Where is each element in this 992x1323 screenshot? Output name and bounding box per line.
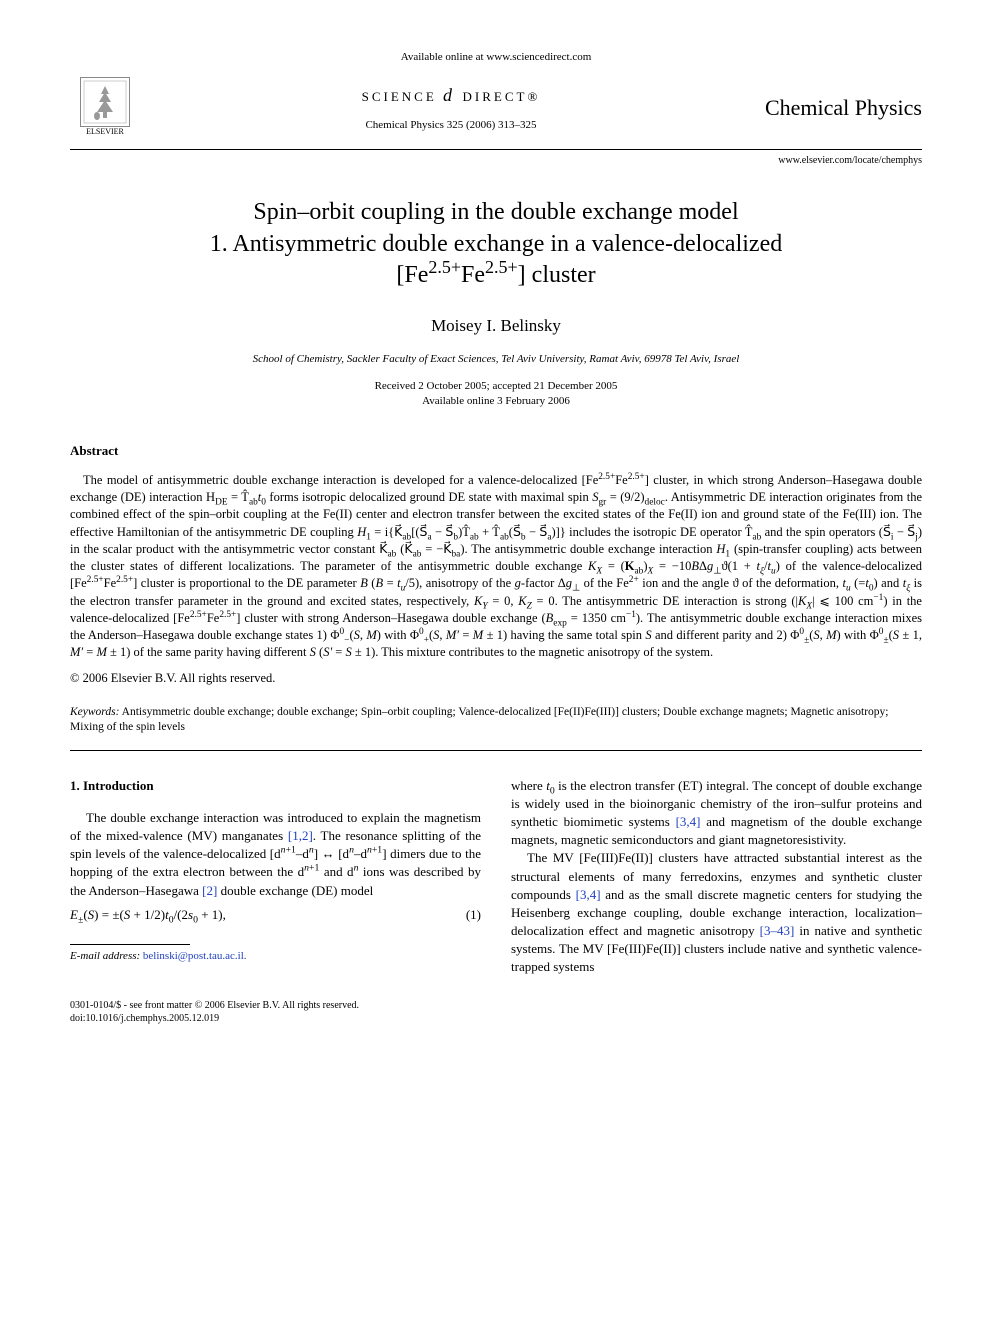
author-affiliation: School of Chemistry, Sackler Faculty of … [70, 352, 922, 367]
footer-line-2: doi:10.1016/j.chemphys.2005.12.019 [70, 1012, 922, 1025]
elsevier-tree-icon [80, 77, 130, 127]
ref-link[interactable]: [2] [202, 883, 217, 898]
intro-para-2: where t0 is the electron transfer (ET) i… [511, 777, 922, 850]
equation-1: E±(S) = ±(S + 1/2)t0/(2s0 + 1), (1) [70, 906, 481, 924]
equation-1-number: (1) [466, 906, 481, 924]
section-divider [70, 750, 922, 751]
journal-url[interactable]: www.elsevier.com/locate/chemphys [70, 154, 922, 168]
keywords-label: Keywords: [70, 706, 119, 718]
section-1-heading: 1. Introduction [70, 777, 481, 795]
journal-title: Chemical Physics [762, 96, 922, 120]
footer-line-1: 0301-0104/$ - see front matter © 2006 El… [70, 999, 922, 1012]
header-row: ELSEVIER SCIENCE d DIRECT® Chemical Phys… [70, 73, 922, 150]
elsevier-label: ELSEVIER [86, 127, 124, 138]
equation-1-body: E±(S) = ±(S + 1/2)t0/(2s0 + 1), [70, 906, 226, 924]
abstract-heading: Abstract [70, 442, 922, 460]
science-direct-block: SCIENCE d DIRECT® Chemical Physics 325 (… [140, 83, 762, 132]
science-direct-logo: SCIENCE d DIRECT® [140, 83, 762, 107]
title-line-3: [Fe2.5+Fe2.5+] cluster [396, 262, 595, 288]
footnote-rule [70, 944, 190, 945]
available-date: Available online 3 February 2006 [422, 395, 570, 407]
abstract-body: The model of antisymmetric double exchan… [70, 472, 922, 662]
copyright-line: © 2006 Elsevier B.V. All rights reserved… [70, 670, 922, 687]
elsevier-logo: ELSEVIER [70, 73, 140, 143]
right-column: where t0 is the electron transfer (ET) i… [511, 777, 922, 977]
keywords-block: Keywords: Antisymmetric double exchange;… [70, 705, 922, 736]
ref-link[interactable]: [1,2] [288, 828, 313, 843]
ref-link[interactable]: [3,4] [676, 814, 701, 829]
received-date: Received 2 October 2005; accepted 21 Dec… [375, 380, 618, 392]
ref-link[interactable]: [3–43] [760, 923, 795, 938]
title-line-1: Spin–orbit coupling in the double exchan… [253, 199, 738, 225]
available-online-text: Available online at www.sciencedirect.co… [70, 50, 922, 65]
intro-para-3: The MV [Fe(III)Fe(II)] clusters have att… [511, 849, 922, 976]
at-icon: d [443, 85, 463, 105]
email-label: E-mail address: [70, 950, 140, 962]
journal-title-box: Chemical Physics [762, 96, 922, 120]
email-footnote: E-mail address: belinski@post.tau.ac.il. [70, 949, 481, 964]
page-footer: 0301-0104/$ - see front matter © 2006 El… [70, 999, 922, 1025]
email-link[interactable]: belinski@post.tau.ac.il. [143, 950, 247, 962]
journal-reference: Chemical Physics 325 (2006) 313–325 [140, 118, 762, 133]
left-column: 1. Introduction The double exchange inte… [70, 777, 481, 977]
sd-text-1: SCIENCE [362, 89, 437, 104]
keywords-text: Antisymmetric double exchange; double ex… [70, 706, 889, 734]
ref-link[interactable]: [3,4] [576, 887, 601, 902]
article-dates: Received 2 October 2005; accepted 21 Dec… [70, 379, 922, 409]
author-name: Moisey I. Belinsky [70, 315, 922, 338]
title-line-2: 1. Antisymmetric double exchange in a va… [210, 231, 782, 257]
intro-para-1: The double exchange interaction was intr… [70, 809, 481, 900]
sd-text-2: DIRECT® [463, 89, 541, 104]
article-title: Spin–orbit coupling in the double exchan… [70, 197, 922, 291]
two-column-body: 1. Introduction The double exchange inte… [70, 777, 922, 977]
